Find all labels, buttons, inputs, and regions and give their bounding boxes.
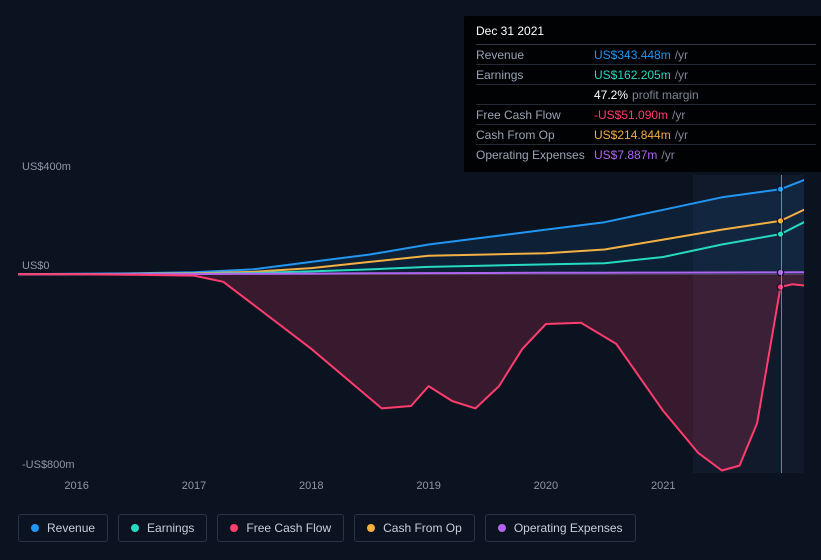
tooltip-label: Cash From Op bbox=[476, 128, 594, 142]
chart-plot-area[interactable] bbox=[18, 175, 804, 473]
legend-dot-icon bbox=[367, 524, 375, 532]
tooltip-value: US$162.205m bbox=[594, 68, 671, 82]
legend-item[interactable]: Operating Expenses bbox=[485, 514, 636, 542]
legend-label: Earnings bbox=[147, 521, 194, 535]
tooltip-value: US$214.844m bbox=[594, 128, 671, 142]
legend-item[interactable]: Free Cash Flow bbox=[217, 514, 344, 542]
tooltip-row: Free Cash Flow-US$51.090m/yr bbox=[476, 105, 816, 125]
tooltip-label: Revenue bbox=[476, 48, 594, 62]
tooltip-value: US$7.887m bbox=[594, 148, 657, 162]
legend-label: Free Cash Flow bbox=[246, 521, 331, 535]
chart-svg bbox=[18, 175, 804, 473]
x-axis: 2016 2017 2018 2019 2020 2021 bbox=[18, 480, 804, 498]
tooltip-value: -US$51.090m bbox=[594, 108, 668, 122]
series-area bbox=[18, 180, 804, 274]
tooltip-label: Earnings bbox=[476, 68, 594, 82]
tooltip-suffix: /yr bbox=[675, 128, 688, 142]
tooltip-row: EarningsUS$162.205m/yr bbox=[476, 65, 816, 85]
legend-label: Cash From Op bbox=[383, 521, 462, 535]
tooltip-row: Cash From OpUS$214.844m/yr bbox=[476, 125, 816, 145]
x-axis-label: 2017 bbox=[182, 480, 206, 492]
tooltip-row: Operating ExpensesUS$7.887m/yr bbox=[476, 145, 816, 164]
tooltip-label: Operating Expenses bbox=[476, 148, 594, 162]
tooltip-value: 47.2% bbox=[594, 88, 628, 102]
tooltip-suffix: /yr bbox=[672, 108, 685, 122]
legend-label: Operating Expenses bbox=[514, 521, 623, 535]
tooltip-date: Dec 31 2021 bbox=[476, 24, 816, 45]
tooltip-value: US$343.448m bbox=[594, 48, 671, 62]
legend-dot-icon bbox=[31, 524, 39, 532]
tooltip-suffix: /yr bbox=[675, 68, 688, 82]
x-axis-label: 2021 bbox=[651, 480, 675, 492]
x-axis-label: 2018 bbox=[299, 480, 323, 492]
hover-guideline bbox=[781, 175, 782, 473]
legend-item[interactable]: Cash From Op bbox=[354, 514, 475, 542]
tooltip-suffix: profit margin bbox=[632, 88, 699, 102]
x-axis-label: 2020 bbox=[534, 480, 558, 492]
x-axis-label: 2016 bbox=[64, 480, 88, 492]
hover-tooltip: Dec 31 2021 RevenueUS$343.448m/yrEarning… bbox=[464, 16, 821, 172]
tooltip-row: RevenueUS$343.448m/yr bbox=[476, 45, 816, 65]
tooltip-label: Free Cash Flow bbox=[476, 108, 594, 122]
legend-label: Revenue bbox=[47, 521, 95, 535]
tooltip-suffix: /yr bbox=[675, 48, 688, 62]
tooltip-label bbox=[476, 88, 594, 102]
legend-item[interactable]: Revenue bbox=[18, 514, 108, 542]
tooltip-suffix: /yr bbox=[661, 148, 674, 162]
legend-dot-icon bbox=[498, 524, 506, 532]
legend-dot-icon bbox=[230, 524, 238, 532]
tooltip-row: 47.2% profit margin bbox=[476, 85, 816, 105]
series-area bbox=[18, 274, 804, 470]
y-axis-label: US$400m bbox=[22, 161, 71, 173]
legend: Revenue Earnings Free Cash Flow Cash From O… bbox=[18, 514, 636, 542]
legend-item[interactable]: Earnings bbox=[118, 514, 207, 542]
x-axis-label: 2019 bbox=[416, 480, 440, 492]
legend-dot-icon bbox=[131, 524, 139, 532]
